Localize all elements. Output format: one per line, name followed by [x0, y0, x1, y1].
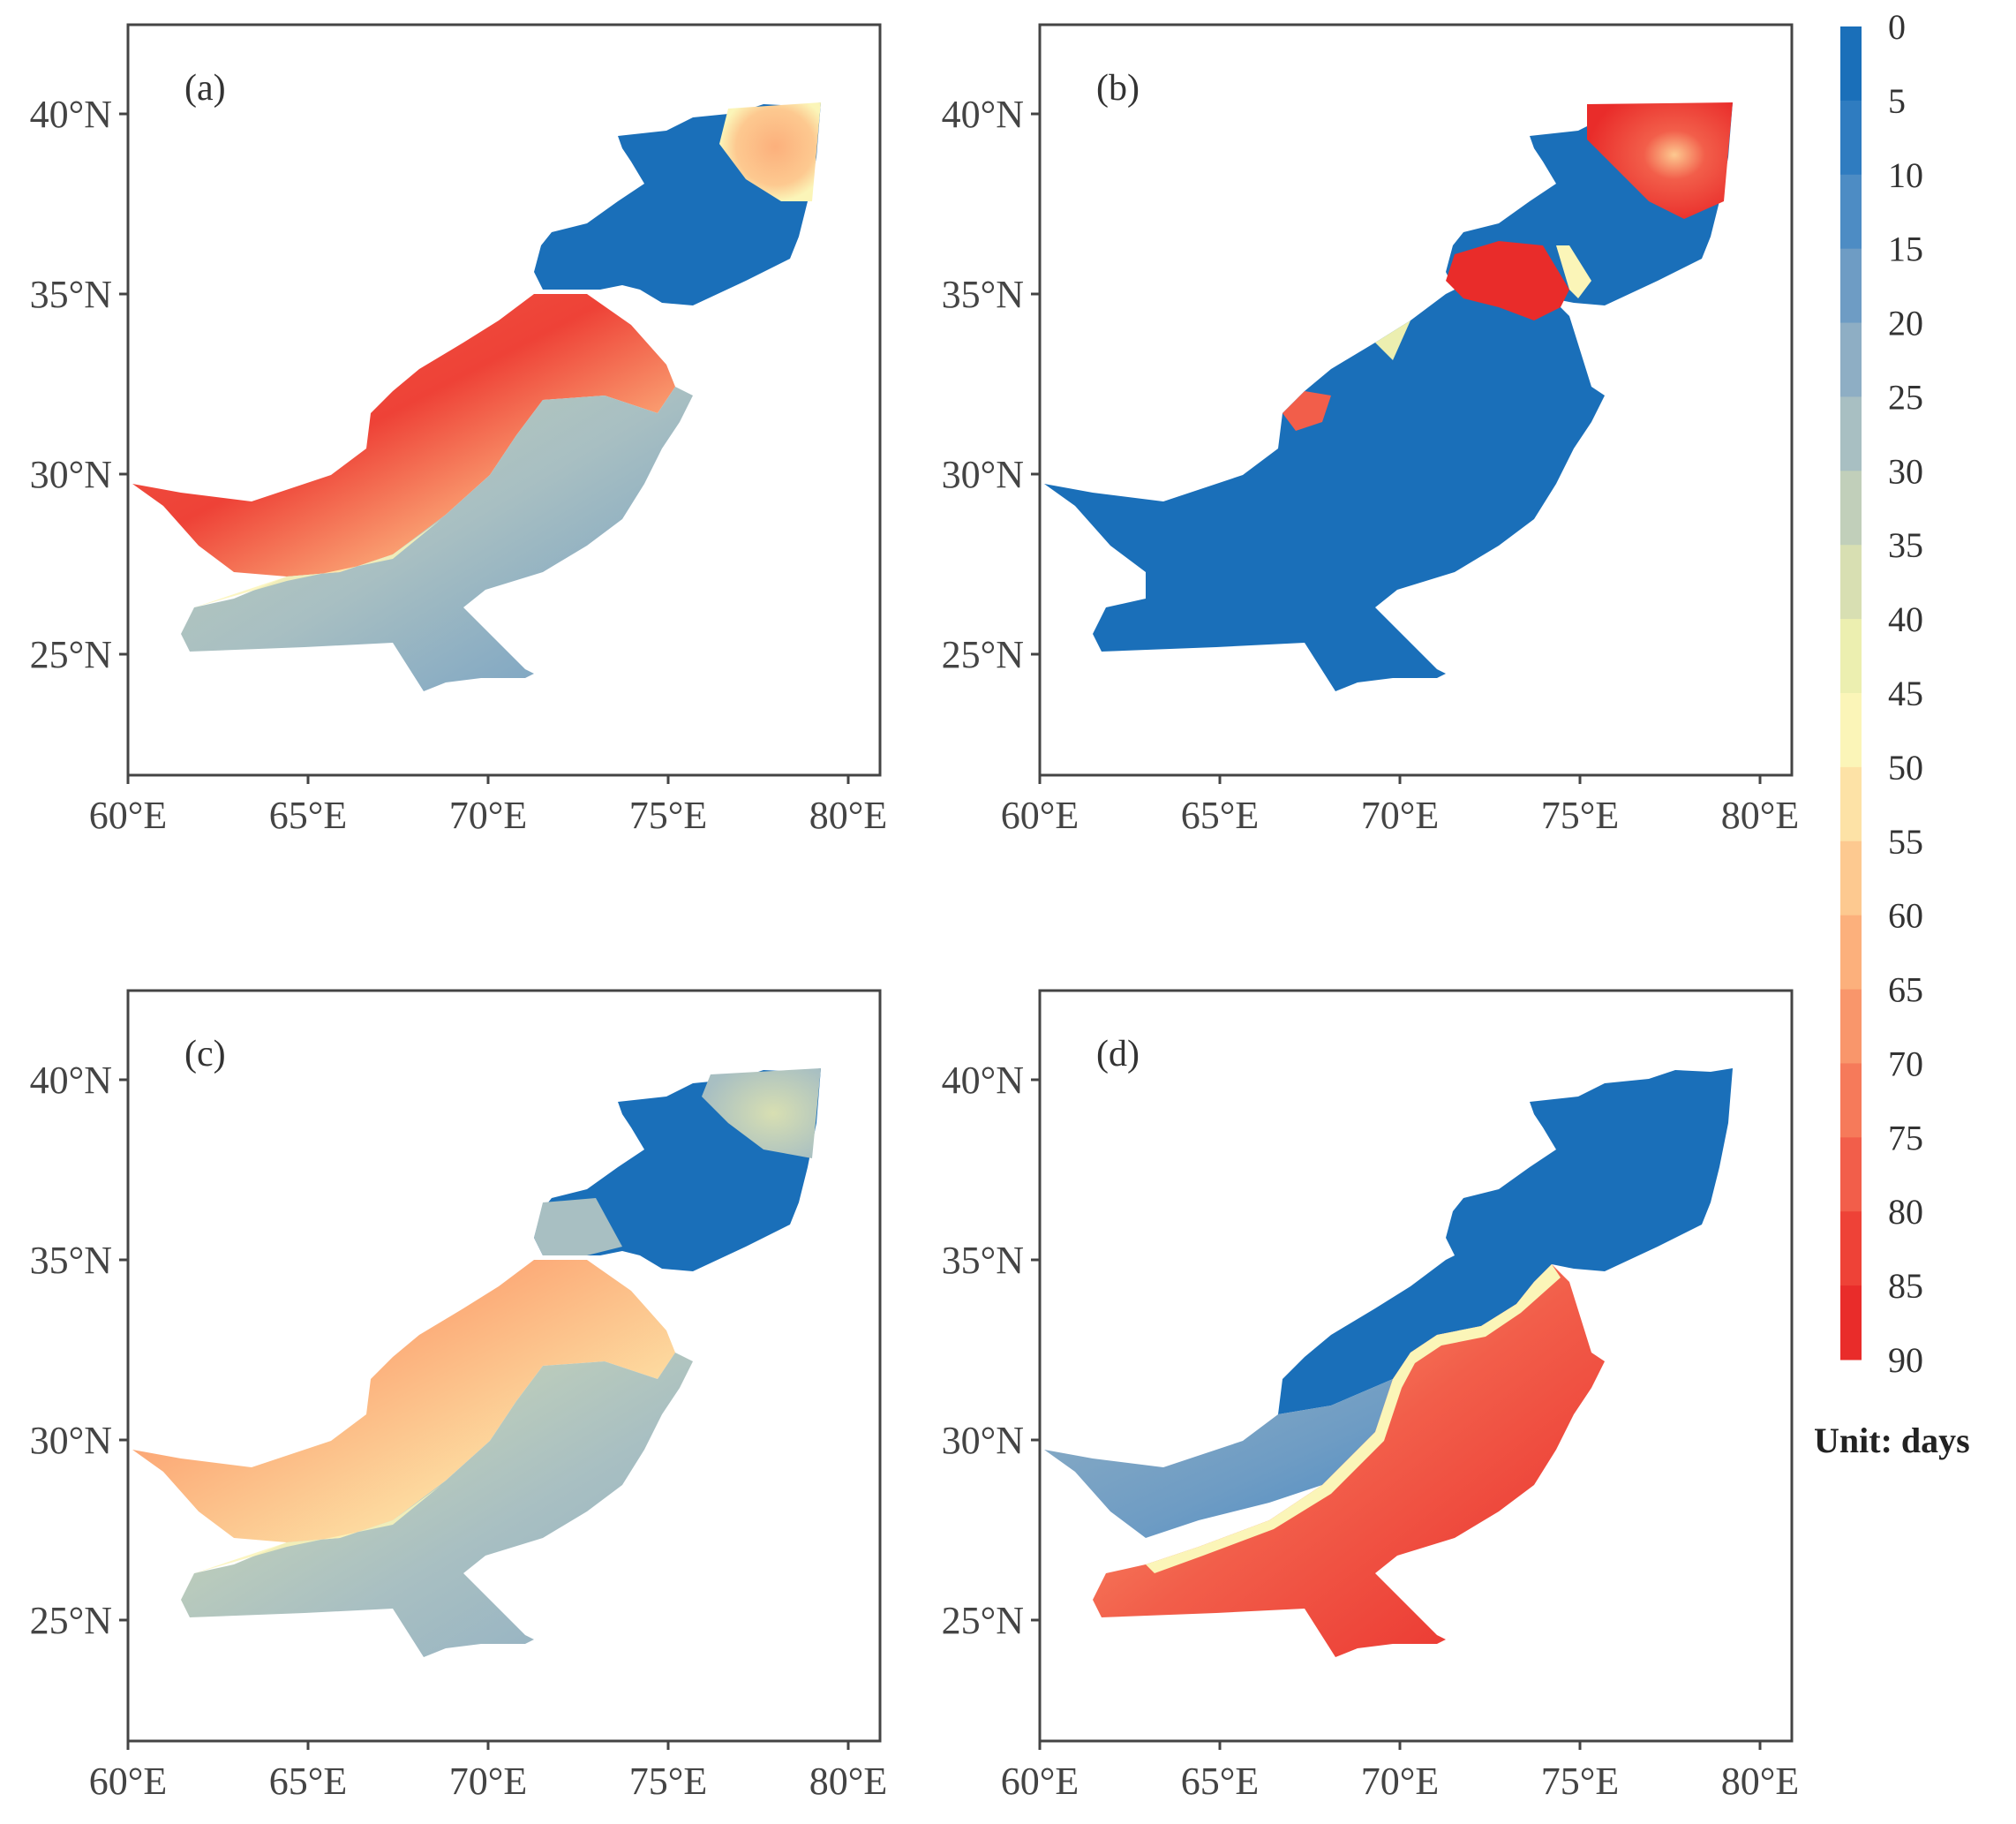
y-tick-label: 30°N	[942, 453, 1024, 496]
unit-label: Unit: days	[1814, 1421, 1970, 1460]
x-tick-label: 60°E	[89, 794, 167, 837]
colorbar-tick-label: 65	[1888, 970, 1923, 1010]
colorbar-tick-label: 45	[1888, 674, 1923, 713]
colorbar-tick-label: 90	[1888, 1340, 1923, 1380]
colorbar-segment	[1840, 1063, 1862, 1138]
x-tick-label: 80°E	[1721, 794, 1799, 837]
map-panel-d: (d) 40°N 35°N 30°N 25°N 60°E 65°E 70°E 7…	[942, 989, 1799, 1803]
colorbar-segment	[1840, 619, 1862, 694]
x-tick-label: 75°E	[1541, 1760, 1619, 1803]
panel-label: (d)	[1096, 1034, 1140, 1074]
x-tick-label: 65°E	[269, 1760, 347, 1803]
colorbar-segment	[1840, 1211, 1862, 1286]
y-axis-ticks: 40°N 35°N 30°N 25°N	[30, 1059, 128, 1642]
y-tick-label: 40°N	[942, 93, 1024, 136]
colorbar-tick-label: 40	[1888, 599, 1923, 639]
y-axis-ticks: 40°N 35°N 30°N 25°N	[942, 1059, 1040, 1642]
map-panel-b: (b) 40°N 35°N 30°N 25°N 60°E 65°E 70°E 7…	[942, 23, 1799, 837]
colorbar-segment	[1840, 545, 1862, 620]
y-tick-label: 40°N	[30, 93, 112, 136]
map-panel-a: (a) 40°N 35°N 30°N 25°N 60°E 65°E 70°E 7…	[30, 23, 887, 837]
panel-label: (a)	[184, 68, 226, 109]
x-tick-label: 60°E	[89, 1760, 167, 1803]
y-tick-label: 30°N	[30, 1419, 112, 1462]
colorbar-segment	[1840, 1285, 1862, 1360]
x-tick-label: 60°E	[1001, 794, 1079, 837]
map-region-shading	[132, 102, 821, 691]
colorbar-segment	[1840, 766, 1862, 842]
y-tick-label: 25°N	[30, 1599, 112, 1642]
colorbar-tick-label: 80	[1888, 1192, 1923, 1232]
y-tick-label: 35°N	[942, 273, 1024, 316]
x-tick-label: 70°E	[449, 1760, 527, 1803]
x-axis-ticks: 60°E 65°E 70°E 75°E 80°E	[1001, 1741, 1799, 1803]
colorbar-segment	[1840, 693, 1862, 768]
x-tick-label: 70°E	[449, 794, 527, 837]
y-tick-label: 35°N	[30, 273, 112, 316]
colorbar-tick-label: 75	[1888, 1118, 1923, 1157]
y-axis-ticks: 40°N 35°N 30°N 25°N	[30, 93, 128, 676]
panel-label: (b)	[1096, 68, 1140, 109]
colorbar-tick-label: 70	[1888, 1044, 1923, 1083]
colorbar-tick-label: 20	[1888, 304, 1923, 343]
colorbar-segment	[1840, 989, 1862, 1064]
colorbar-tick-label: 25	[1888, 377, 1923, 417]
x-tick-label: 75°E	[629, 794, 707, 837]
colorbar-tick-label: 0	[1888, 7, 1906, 47]
map-region-shading	[1044, 1068, 1733, 1657]
colorbar-segment	[1840, 396, 1862, 471]
x-tick-label: 70°E	[1361, 1760, 1439, 1803]
x-tick-label: 65°E	[1181, 794, 1259, 837]
colorbar-tick-label: 50	[1888, 748, 1923, 788]
x-tick-label: 75°E	[629, 1760, 707, 1803]
x-tick-label: 75°E	[1541, 794, 1619, 837]
y-tick-label: 40°N	[30, 1059, 112, 1102]
x-tick-label: 65°E	[1181, 1760, 1259, 1803]
colorbar-segment	[1840, 100, 1862, 176]
colorbar-segment	[1840, 174, 1862, 250]
colorbar-segment	[1840, 471, 1862, 546]
map-region-shading	[1044, 102, 1733, 691]
colorbar-segment	[1840, 915, 1862, 991]
x-tick-label: 80°E	[809, 794, 887, 837]
x-tick-label: 65°E	[269, 794, 347, 837]
y-tick-label: 35°N	[942, 1239, 1024, 1282]
x-tick-label: 80°E	[809, 1760, 887, 1803]
map-panel-c: (c) 40°N 35°N 30°N 25°N 60°E 65°E 70°E 7…	[30, 989, 887, 1803]
x-axis-ticks: 60°E 65°E 70°E 75°E 80°E	[89, 1741, 887, 1803]
y-tick-label: 25°N	[30, 633, 112, 676]
y-tick-label: 35°N	[30, 1239, 112, 1282]
colorbar-segment	[1840, 1137, 1862, 1212]
colorbar-segment	[1840, 322, 1862, 397]
panel-label: (c)	[184, 1034, 226, 1074]
colorbar: 0 5 10 15 20 25 30 35 40 45 50 55 60 65 70 75 80 85 90	[1840, 7, 1923, 1380]
y-tick-label: 40°N	[942, 1059, 1024, 1102]
colorbar-tick-label: 85	[1888, 1266, 1923, 1306]
colorbar-tick-label: 5	[1888, 81, 1906, 121]
y-tick-label: 25°N	[942, 633, 1024, 676]
colorbar-tick-label: 55	[1888, 822, 1923, 862]
colorbar-segment	[1840, 26, 1862, 102]
colorbar-tick-label: 35	[1888, 525, 1923, 565]
colorbar-tick-label: 30	[1888, 451, 1923, 491]
y-tick-label: 30°N	[30, 453, 112, 496]
x-axis-ticks: 60°E 65°E 70°E 75°E 80°E	[1001, 775, 1799, 837]
colorbar-segment	[1840, 840, 1862, 916]
y-tick-label: 30°N	[942, 1419, 1024, 1462]
y-axis-ticks: 40°N 35°N 30°N 25°N	[942, 93, 1040, 676]
colorbar-tick-label: 60	[1888, 896, 1923, 936]
x-tick-label: 80°E	[1721, 1760, 1799, 1803]
x-tick-label: 60°E	[1001, 1760, 1079, 1803]
colorbar-tick-label: 10	[1888, 155, 1923, 195]
colorbar-tick-label: 15	[1888, 230, 1923, 269]
map-region-shading	[132, 1068, 821, 1657]
y-tick-label: 25°N	[942, 1599, 1024, 1642]
x-tick-label: 70°E	[1361, 794, 1439, 837]
colorbar-segment	[1840, 248, 1862, 324]
x-axis-ticks: 60°E 65°E 70°E 75°E 80°E	[89, 775, 887, 837]
